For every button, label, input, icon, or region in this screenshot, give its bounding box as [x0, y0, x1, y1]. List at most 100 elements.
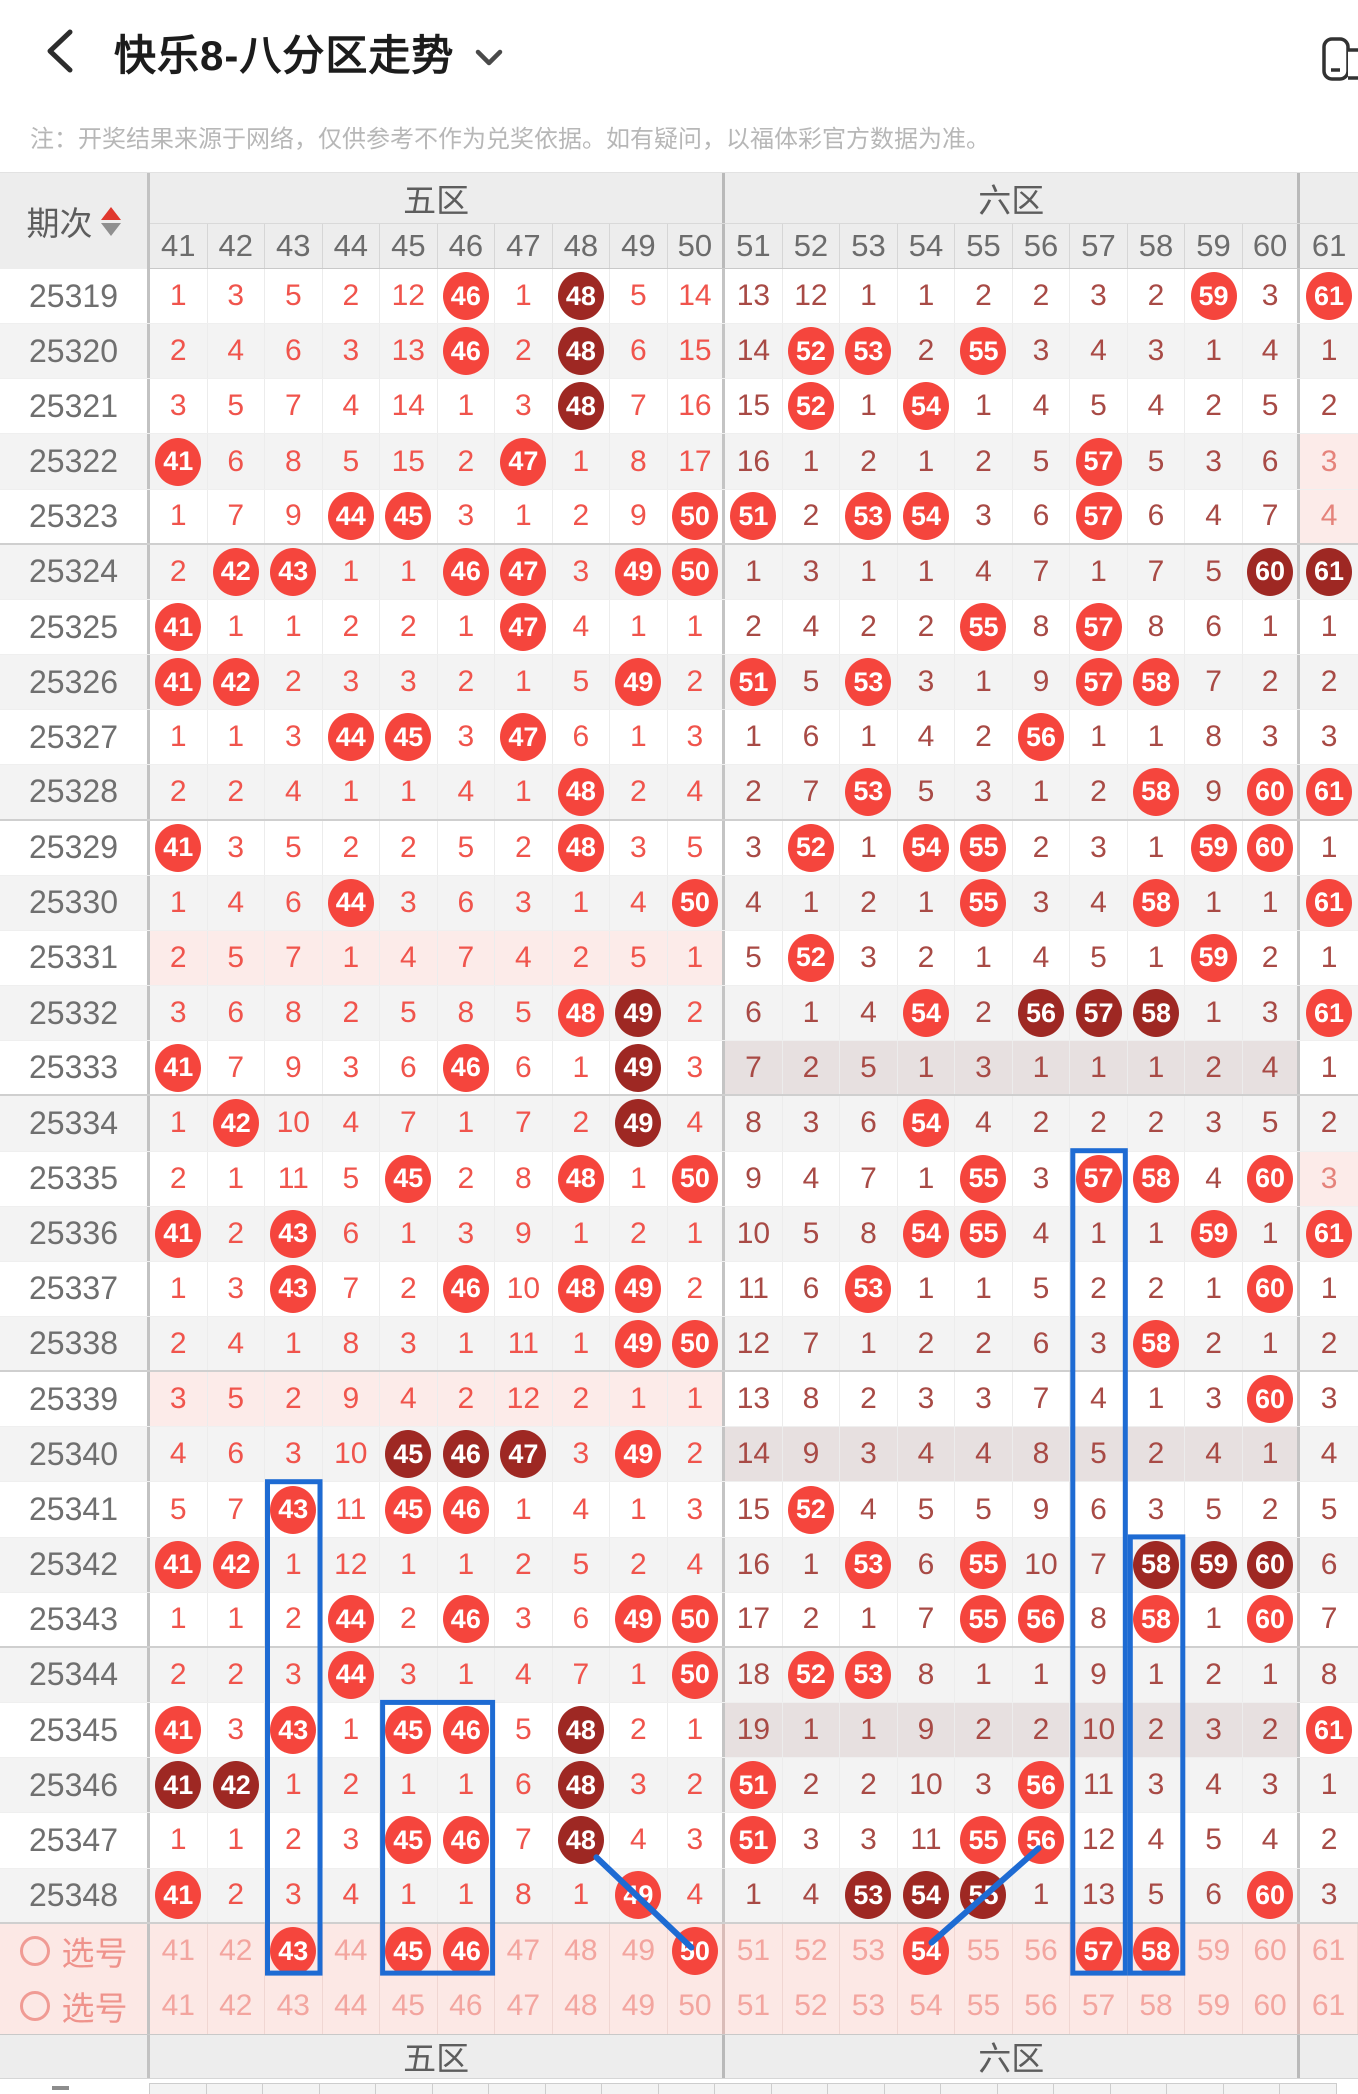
selection-number[interactable]: 49: [610, 1923, 668, 1979]
selection-number-text: 49: [621, 1989, 656, 2023]
selection-number[interactable]: 57: [1070, 1923, 1128, 1979]
period-cell: 25325: [0, 599, 150, 655]
selection-number[interactable]: 56: [1013, 1923, 1071, 1979]
miss-cell: 1: [840, 269, 898, 324]
ball-cell: 49: [610, 986, 668, 1041]
selection-label[interactable]: 选号: [19, 1982, 128, 2030]
miss-cell: 5: [1243, 379, 1301, 434]
selection-number[interactable]: 54: [898, 1923, 956, 1979]
selection-number[interactable]: 55: [955, 1978, 1013, 2034]
selection-radio-icon[interactable]: [19, 1991, 50, 2022]
ball-cell: 49: [610, 1261, 668, 1316]
number-ball: 48: [557, 327, 604, 376]
selection-number[interactable]: 50: [668, 1923, 726, 1979]
miss-cell: 7: [208, 1041, 266, 1095]
selection-number[interactable]: 59: [1185, 1923, 1243, 1979]
selection-number[interactable]: 61: [1300, 1923, 1358, 1979]
selection-number[interactable]: 46: [438, 1978, 496, 2034]
miss-cell: 7: [437, 930, 496, 986]
miss-cell: 6: [208, 1427, 266, 1482]
period-cell: 25319: [0, 269, 150, 324]
period-sort-control[interactable]: 期次: [0, 173, 150, 269]
ball-cell: 46: [438, 324, 496, 379]
selection-number[interactable]: 41: [150, 1923, 208, 1979]
trend-rows: 25319 1 3 5 2 12 46 1 48 5 14 13 12 1 1 2 2 3 2 59 3 61 25320 2…: [0, 269, 1358, 1924]
selection-number[interactable]: 61: [1300, 1978, 1358, 2034]
number-ball: 56: [1017, 713, 1064, 762]
selection-number[interactable]: 47: [495, 1923, 553, 1979]
title-dropdown-icon[interactable]: [474, 48, 504, 68]
selection-number-text: 56: [1024, 1989, 1058, 2023]
selection-number[interactable]: 50: [668, 1978, 726, 2034]
selection-number[interactable]: 53: [840, 1978, 898, 2034]
selection-radio-icon[interactable]: [19, 1936, 50, 1967]
miss-cell: 4: [323, 379, 381, 434]
selection-number[interactable]: 45: [380, 1978, 438, 2034]
number-ball: 55: [960, 603, 1007, 652]
selection-number[interactable]: 43: [265, 1923, 323, 1979]
selection-number[interactable]: 42: [208, 1978, 266, 2034]
miss-cell: 12: [1070, 1813, 1128, 1868]
ball-cell: 44: [323, 875, 381, 930]
ball-cell: 50: [668, 1592, 726, 1646]
selection-number[interactable]: 45: [380, 1923, 438, 1979]
miss-cell: 3: [1185, 1372, 1243, 1427]
selection-number[interactable]: 52: [783, 1923, 841, 1979]
selection-number[interactable]: 53: [840, 1923, 898, 1979]
selection-number[interactable]: 44: [323, 1978, 381, 2034]
selection-number[interactable]: 51: [725, 1978, 783, 2034]
ball-cell: 49: [610, 655, 668, 710]
number-ball: 41: [155, 658, 202, 707]
selection-number[interactable]: 49: [610, 1978, 668, 2034]
miss-cell: 2: [208, 1206, 266, 1261]
number-ball: 43: [270, 1706, 317, 1755]
number-ball: 61: [1306, 272, 1353, 321]
number-ball: 60: [1247, 1154, 1294, 1203]
selection-number[interactable]: 42: [208, 1923, 266, 1979]
selection-number[interactable]: 44: [323, 1923, 381, 1979]
selection-label[interactable]: 选号: [19, 1927, 128, 1975]
miss-cell: 5: [955, 1482, 1013, 1537]
selection-number[interactable]: 60: [1243, 1923, 1301, 1979]
selection-number[interactable]: 58: [1128, 1978, 1186, 2034]
number-ball: 46: [442, 1595, 489, 1644]
number-ball: 58: [1133, 1319, 1180, 1368]
miss-cell: 2: [783, 489, 841, 543]
selection-number[interactable]: 48: [553, 1978, 611, 2034]
ball-cell: 42: [208, 544, 266, 599]
miss-cell: 1: [1185, 986, 1243, 1041]
miss-cell: 1: [783, 1537, 841, 1592]
number-ball: 54: [902, 989, 949, 1038]
selection-number[interactable]: 54: [898, 1978, 956, 2034]
miss-cell: 2: [1243, 930, 1301, 986]
selection-number[interactable]: 59: [1185, 1978, 1243, 2034]
selection-number-text: 59: [1196, 1989, 1231, 2023]
selection-number[interactable]: 57: [1070, 1978, 1128, 2034]
miss-cell: 5: [323, 434, 381, 489]
ball-cell: 41: [150, 1041, 208, 1095]
miss-cell: 8: [1070, 1592, 1128, 1646]
selection-number[interactable]: 60: [1243, 1978, 1301, 2034]
number-ball: 46: [442, 1264, 489, 1313]
selection-number[interactable]: 55: [955, 1923, 1013, 1979]
back-icon[interactable]: [42, 28, 78, 74]
ball-cell: 41: [150, 820, 208, 875]
miss-cell: 2: [438, 655, 496, 710]
selection-number[interactable]: 43: [265, 1978, 323, 2034]
ball-cell: 60: [1243, 1261, 1301, 1316]
rotate-screen-icon[interactable]: [1320, 34, 1358, 86]
miss-cell: 5: [207, 930, 266, 986]
selection-number[interactable]: 58: [1128, 1923, 1186, 1979]
selection-number[interactable]: 46: [438, 1923, 496, 1979]
selection-number[interactable]: 52: [783, 1978, 841, 2034]
partial-row-cell: [827, 2082, 885, 2094]
miss-cell: 2: [380, 1592, 438, 1646]
number-ball: 49: [615, 989, 662, 1038]
selection-number[interactable]: 48: [553, 1923, 611, 1979]
selection-number[interactable]: 51: [725, 1923, 783, 1979]
selection-number[interactable]: 41: [150, 1978, 208, 2034]
selection-number[interactable]: 47: [495, 1978, 553, 2034]
miss-cell: 1: [150, 489, 208, 543]
number-ball: 52: [787, 823, 834, 872]
selection-number[interactable]: 56: [1013, 1978, 1071, 2034]
